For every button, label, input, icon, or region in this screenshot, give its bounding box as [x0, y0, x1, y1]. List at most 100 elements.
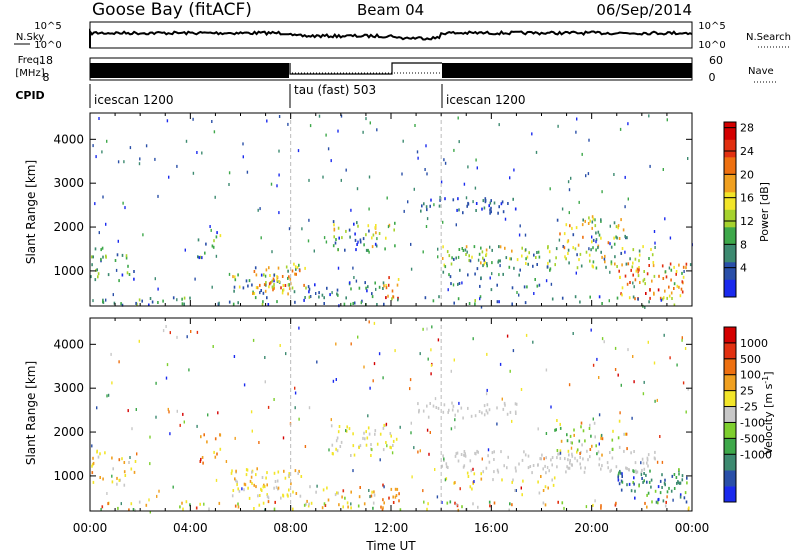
data-cell: [533, 292, 535, 295]
data-cell: [505, 256, 508, 260]
data-cell: [426, 217, 429, 221]
data-cell: [485, 466, 488, 470]
data-cell: [218, 501, 221, 505]
data-cell: [297, 149, 300, 153]
data-cell: [512, 197, 514, 201]
data-cell: [273, 486, 275, 490]
data-cell: [122, 201, 124, 205]
data-cell: [592, 217, 595, 221]
data-cell: [374, 281, 376, 285]
data-cell: [463, 182, 466, 186]
data-cell: [440, 180, 443, 184]
data-cell: [603, 257, 606, 261]
data-cell: [542, 489, 545, 492]
data-cell: [656, 460, 659, 464]
colorbar-swatch: [724, 406, 736, 423]
data-cell: [685, 262, 688, 266]
data-cell: [157, 287, 159, 291]
colorbar-tick-label: 8: [740, 238, 747, 251]
data-cell: [511, 419, 513, 423]
data-cell: [545, 279, 548, 283]
data-cell: [492, 478, 494, 482]
data-cell: [595, 240, 597, 244]
data-cell: [498, 300, 500, 304]
data-cell: [670, 489, 673, 493]
data-cell: [454, 501, 456, 505]
data-cell: [327, 147, 330, 151]
data-cell: [498, 273, 500, 277]
data-cell: [307, 504, 310, 508]
data-cell: [123, 470, 126, 474]
data-cell: [532, 340, 534, 344]
data-cell: [432, 404, 435, 408]
data-cell: [545, 432, 548, 435]
data-cell: [184, 248, 186, 252]
data-cell: [580, 421, 583, 425]
data-cell: [235, 479, 237, 483]
data-cell: [99, 476, 101, 479]
data-cell: [381, 508, 384, 512]
data-cell: [595, 238, 598, 242]
data-cell: [97, 272, 100, 276]
data-cell: [626, 282, 629, 286]
data-cell: [652, 264, 655, 268]
data-cell: [383, 284, 385, 288]
data-cell: [535, 150, 538, 154]
data-cell: [371, 295, 374, 299]
data-cell: [294, 406, 296, 410]
data-cell: [465, 253, 467, 256]
data-cell: [472, 467, 474, 471]
data-cell: [348, 228, 351, 232]
data-cell: [613, 221, 616, 225]
data-cell: [324, 504, 327, 507]
data-cell: [685, 266, 687, 270]
data-cell: [91, 444, 93, 448]
data-cell: [165, 376, 168, 380]
data-cell: [443, 263, 446, 267]
data-cell: [638, 266, 640, 269]
data-cell: [424, 296, 427, 300]
data-cell: [443, 403, 446, 407]
data-cell: [315, 490, 317, 494]
data-cell: [565, 223, 568, 227]
data-cell: [443, 457, 445, 461]
data-cell: [123, 483, 126, 487]
data-cell: [266, 296, 268, 300]
data-cell: [425, 205, 428, 209]
data-cell: [363, 502, 366, 506]
data-cell: [585, 505, 588, 509]
data-cell: [372, 379, 374, 383]
data-cell: [620, 218, 622, 222]
data-cell: [457, 197, 459, 201]
data-cell: [258, 503, 261, 507]
data-cell: [303, 283, 305, 287]
data-cell: [617, 475, 619, 479]
data-cell: [435, 406, 438, 409]
data-cell: [473, 245, 476, 249]
data-cell: [257, 208, 259, 212]
data-cell: [298, 469, 300, 473]
data-cell: [533, 253, 535, 257]
freq-label: Freq.: [18, 55, 43, 66]
data-cell: [518, 462, 520, 466]
data-cell: [572, 332, 574, 335]
data-cell: [272, 288, 274, 292]
data-cell: [233, 285, 236, 289]
data-cell: [684, 491, 687, 495]
data-cell: [322, 488, 325, 492]
data-cell: [566, 433, 568, 437]
data-cell: [385, 284, 387, 287]
data-cell: [614, 346, 617, 350]
data-cell: [614, 368, 617, 371]
data-cell: [670, 291, 673, 295]
data-cell: [325, 133, 327, 137]
data-cell: [648, 300, 650, 304]
data-cell: [591, 226, 593, 230]
data-cell: [438, 295, 440, 299]
data-cell: [350, 502, 352, 506]
data-cell: [453, 301, 455, 305]
data-cell: [537, 480, 539, 484]
data-cell: [236, 480, 238, 484]
data-cell: [576, 253, 578, 257]
data-cell: [675, 272, 677, 276]
